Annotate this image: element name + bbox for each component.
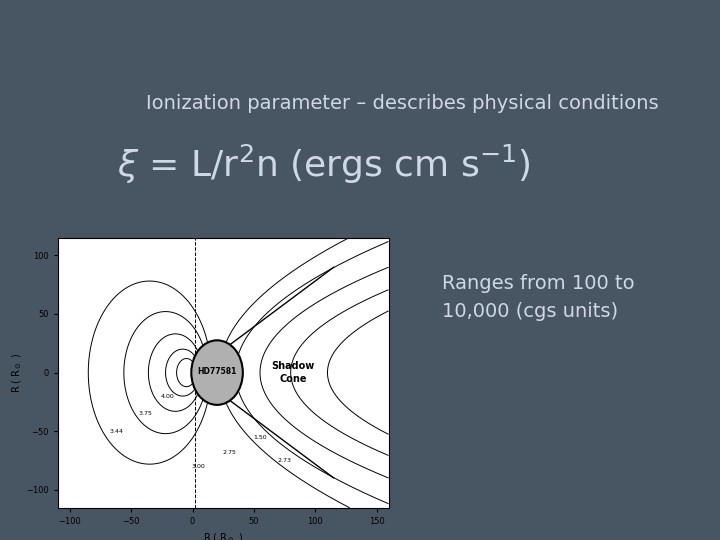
Text: Ranges from 100 to
10,000 (cgs units): Ranges from 100 to 10,000 (cgs units)	[441, 274, 634, 321]
Text: 3.44: 3.44	[109, 429, 124, 434]
Text: $\xi$ = L/r$^2$n (ergs cm s$^{-1}$): $\xi$ = L/r$^2$n (ergs cm s$^{-1}$)	[117, 143, 531, 186]
Text: 2.73: 2.73	[277, 458, 292, 463]
Text: 1.50: 1.50	[253, 435, 267, 440]
Text: Ionization parameter – describes physical conditions: Ionization parameter – describes physica…	[145, 94, 658, 113]
Y-axis label: R ( R$_\odot$ ): R ( R$_\odot$ )	[11, 353, 24, 393]
Text: 4.00: 4.00	[161, 394, 175, 399]
X-axis label: R ( R$_\odot$ ): R ( R$_\odot$ )	[203, 531, 243, 540]
Text: 3.00: 3.00	[192, 464, 205, 469]
Text: 2.75: 2.75	[222, 450, 236, 455]
Ellipse shape	[192, 340, 243, 405]
Text: 3.75: 3.75	[139, 411, 153, 416]
Text: Shadow
Cone: Shadow Cone	[271, 361, 315, 384]
Text: HD77581: HD77581	[197, 367, 237, 376]
